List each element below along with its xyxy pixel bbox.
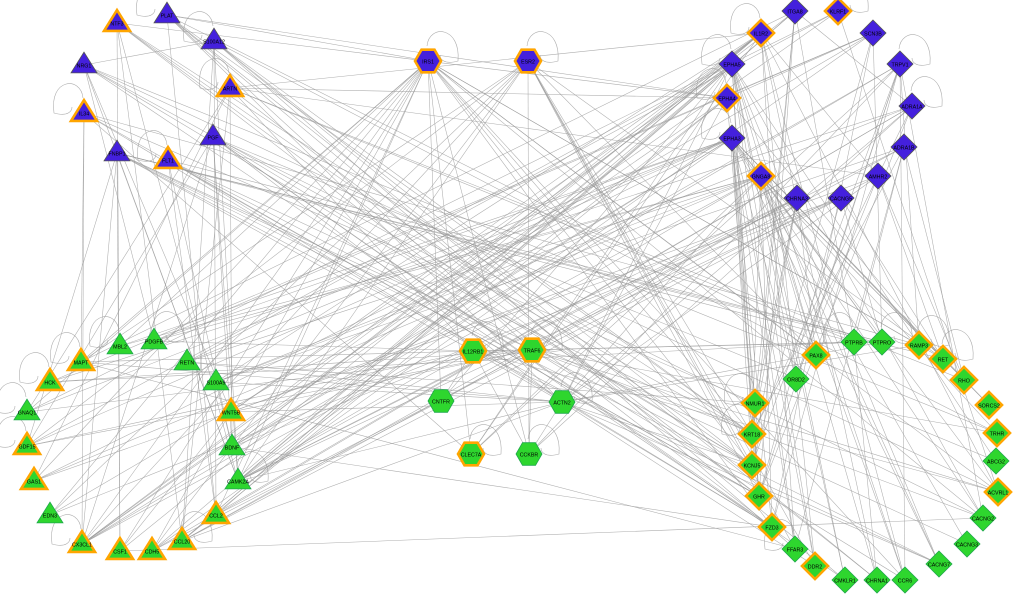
svg-text:IL12RB1: IL12RB1 (463, 350, 484, 356)
svg-text:HCK: HCK (44, 381, 56, 387)
svg-text:KRT18: KRT18 (744, 433, 760, 439)
svg-text:GHR: GHR (753, 495, 765, 501)
svg-text:CCL2: CCL2 (209, 514, 223, 520)
svg-text:OR8D2: OR8D2 (787, 378, 805, 384)
svg-text:TRHR: TRHR (990, 432, 1005, 438)
svg-text:EPHA3: EPHA3 (723, 137, 740, 143)
svg-text:PTPRB: PTPRB (845, 341, 863, 347)
svg-text:PLAT: PLAT (161, 14, 175, 20)
svg-text:GAS1: GAS1 (27, 480, 41, 486)
svg-text:ACVRL1: ACVRL1 (988, 491, 1009, 497)
svg-text:CACNG2: CACNG2 (972, 517, 994, 523)
svg-text:S100A12: S100A12 (203, 40, 225, 46)
svg-text:CACNG5: CACNG5 (830, 197, 852, 203)
svg-text:GNAQ1: GNAQ1 (18, 411, 37, 417)
svg-text:KCNJ5: KCNJ5 (744, 464, 761, 470)
svg-text:PAX8: PAX8 (809, 354, 822, 360)
svg-text:ARTN: ARTN (223, 87, 237, 93)
svg-text:EDN3: EDN3 (43, 514, 57, 520)
svg-text:PDGFB: PDGFB (145, 340, 164, 346)
svg-text:NTF3: NTF3 (110, 22, 123, 28)
svg-text:CX3CL1: CX3CL1 (72, 543, 92, 549)
svg-text:ABCG2: ABCG2 (987, 460, 1005, 466)
svg-text:IRS1: IRS1 (422, 60, 434, 66)
svg-text:RETN: RETN (180, 361, 195, 367)
svg-text:CACNG3: CACNG3 (956, 543, 978, 549)
svg-text:CACNG7: CACNG7 (928, 563, 950, 569)
svg-text:SORCS2: SORCS2 (978, 404, 1000, 410)
svg-text:ADRA1A: ADRA1A (901, 105, 923, 111)
svg-text:CCR6: CCR6 (898, 579, 912, 585)
svg-text:BDNF: BDNF (225, 446, 240, 452)
svg-text:TRPV1: TRPV1 (891, 63, 908, 69)
svg-text:CDH5: CDH5 (145, 550, 159, 556)
svg-text:ADRA1B: ADRA1B (893, 146, 915, 152)
svg-text:RET: RET (938, 358, 949, 364)
svg-text:GNGA8: GNGA8 (752, 175, 771, 181)
svg-text:FFAR3: FFAR3 (787, 548, 804, 554)
svg-text:EPHA5: EPHA5 (723, 63, 740, 69)
svg-text:IL34: IL34 (79, 112, 89, 118)
svg-text:NRG1: NRG1 (77, 64, 92, 70)
svg-text:PTPRO: PTPRO (873, 341, 891, 347)
svg-text:CNTFR: CNTFR (432, 400, 450, 406)
svg-text:CCL20: CCL20 (174, 540, 191, 546)
svg-text:FNBP1: FNBP1 (108, 152, 125, 158)
svg-text:EPHA4: EPHA4 (718, 97, 735, 103)
svg-text:AMHR2: AMHR2 (869, 175, 888, 181)
svg-text:S100A9: S100A9 (207, 381, 226, 387)
svg-text:DDR2: DDR2 (808, 565, 822, 571)
svg-text:RAMP3: RAMP3 (910, 344, 928, 350)
svg-text:CSF1: CSF1 (113, 550, 127, 556)
svg-text:GDF15: GDF15 (18, 445, 35, 451)
svg-text:RHO: RHO (958, 379, 970, 385)
svg-text:CMKLR1: CMKLR1 (834, 579, 856, 585)
svg-text:ITGA8: ITGA8 (787, 10, 802, 16)
svg-text:CAMK2A: CAMK2A (227, 480, 249, 486)
svg-text:ESR2: ESR2 (521, 60, 535, 66)
svg-text:MAPT: MAPT (74, 361, 89, 367)
svg-text:CLEC7A: CLEC7A (461, 453, 482, 459)
svg-text:KLRF1: KLRF1 (830, 10, 847, 16)
svg-text:FLT1: FLT1 (162, 159, 174, 165)
svg-text:ACTN2: ACTN2 (553, 401, 570, 407)
svg-text:CCKBR: CCKBR (520, 453, 539, 459)
svg-text:PGF: PGF (208, 136, 220, 142)
svg-text:TRAF6: TRAF6 (524, 349, 541, 355)
svg-text:SCN3B: SCN3B (864, 32, 882, 38)
svg-text:FZD3: FZD3 (765, 526, 778, 532)
svg-text:CHRNA1: CHRNA1 (866, 579, 888, 585)
svg-text:CHRNA3: CHRNA3 (786, 197, 808, 203)
svg-text:WNT5B: WNT5B (222, 411, 241, 417)
svg-text:NMUR1: NMUR1 (746, 402, 765, 408)
svg-text:IL1R2: IL1R2 (754, 32, 768, 38)
svg-text:MBL2: MBL2 (113, 345, 127, 351)
